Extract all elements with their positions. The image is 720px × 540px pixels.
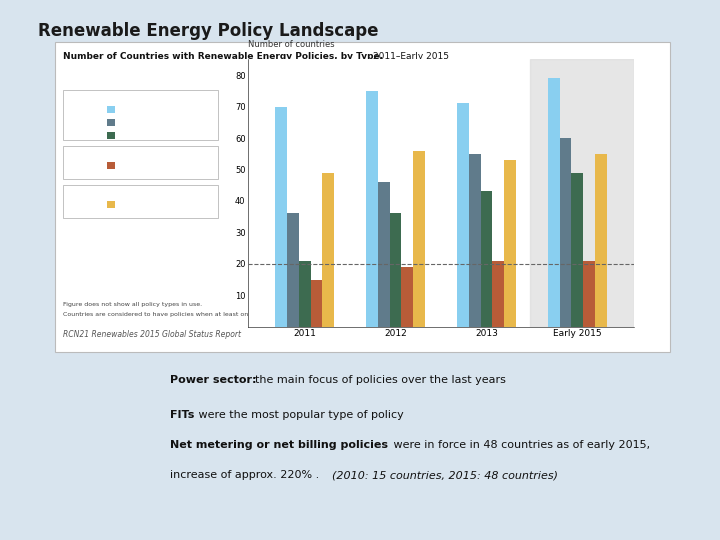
- Bar: [287, 213, 299, 327]
- FancyBboxPatch shape: [107, 162, 115, 169]
- Text: (2010: 15 countries, 2015: 48 countries): (2010: 15 countries, 2015: 48 countries): [332, 470, 558, 480]
- Text: FITs: FITs: [170, 410, 194, 420]
- Bar: [402, 267, 413, 327]
- Bar: [583, 261, 595, 327]
- Text: RCN21 Renewables 2015 Global Status Report: RCN21 Renewables 2015 Global Status Repo…: [63, 330, 241, 339]
- Bar: [595, 154, 607, 327]
- Bar: [504, 160, 516, 327]
- Text: Net metering: Net metering: [118, 132, 164, 138]
- Bar: [310, 280, 323, 327]
- Text: the main focus of policies over the last years: the main focus of policies over the last…: [248, 375, 506, 385]
- Bar: [378, 182, 390, 327]
- Bar: [469, 154, 480, 327]
- Text: Biofuels obligation/
mandate: Biofuels obligation/ mandate: [118, 198, 185, 211]
- Bar: [559, 138, 572, 327]
- Text: Heat obligation/
mandate: Heat obligation/ mandate: [118, 159, 174, 172]
- FancyBboxPatch shape: [63, 146, 218, 179]
- FancyBboxPatch shape: [63, 90, 218, 140]
- Bar: [480, 192, 492, 327]
- Text: Power Policies: Power Policies: [67, 94, 130, 103]
- Text: were in force in 48 countries as of early 2015,: were in force in 48 countries as of earl…: [390, 440, 650, 450]
- Text: Net metering or net billing policies: Net metering or net billing policies: [170, 440, 388, 450]
- FancyBboxPatch shape: [107, 119, 115, 126]
- Text: Power sector:: Power sector:: [170, 375, 256, 385]
- Bar: [366, 91, 378, 327]
- Text: 2011–Early 2015: 2011–Early 2015: [373, 52, 449, 61]
- Text: Number of Countries with Renewable Energy Policies, by Type,: Number of Countries with Renewable Energ…: [63, 52, 386, 61]
- Text: were the most popular type of policy: were the most popular type of policy: [195, 410, 404, 420]
- Bar: [457, 104, 469, 327]
- Bar: [390, 213, 402, 327]
- Text: Number of countries: Number of countries: [248, 40, 335, 49]
- Bar: [323, 173, 334, 327]
- Bar: [530, 59, 634, 327]
- FancyBboxPatch shape: [107, 201, 115, 208]
- FancyBboxPatch shape: [107, 132, 115, 139]
- Text: Renewable Energy Policy Landscape: Renewable Energy Policy Landscape: [38, 22, 379, 40]
- FancyBboxPatch shape: [55, 42, 670, 352]
- Text: FIT: FIT: [118, 106, 128, 112]
- Bar: [548, 78, 559, 327]
- Bar: [413, 151, 425, 327]
- Text: Figure does not show all policy types in use.: Figure does not show all policy types in…: [63, 302, 202, 307]
- Text: Tendering: Tendering: [118, 119, 152, 125]
- Bar: [299, 261, 310, 327]
- Bar: [572, 173, 583, 327]
- Text: Countries are considered to have policies when at least one national or state/pr: Countries are considered to have policie…: [63, 312, 413, 317]
- FancyBboxPatch shape: [107, 106, 115, 113]
- FancyBboxPatch shape: [63, 185, 218, 218]
- Bar: [275, 106, 287, 327]
- Bar: [492, 261, 504, 327]
- Text: Heating and
Cooling Policies: Heating and Cooling Policies: [67, 150, 135, 170]
- Text: Transport
Policies: Transport Policies: [67, 189, 109, 208]
- Text: increase of approx. 220% .: increase of approx. 220% .: [170, 470, 323, 480]
